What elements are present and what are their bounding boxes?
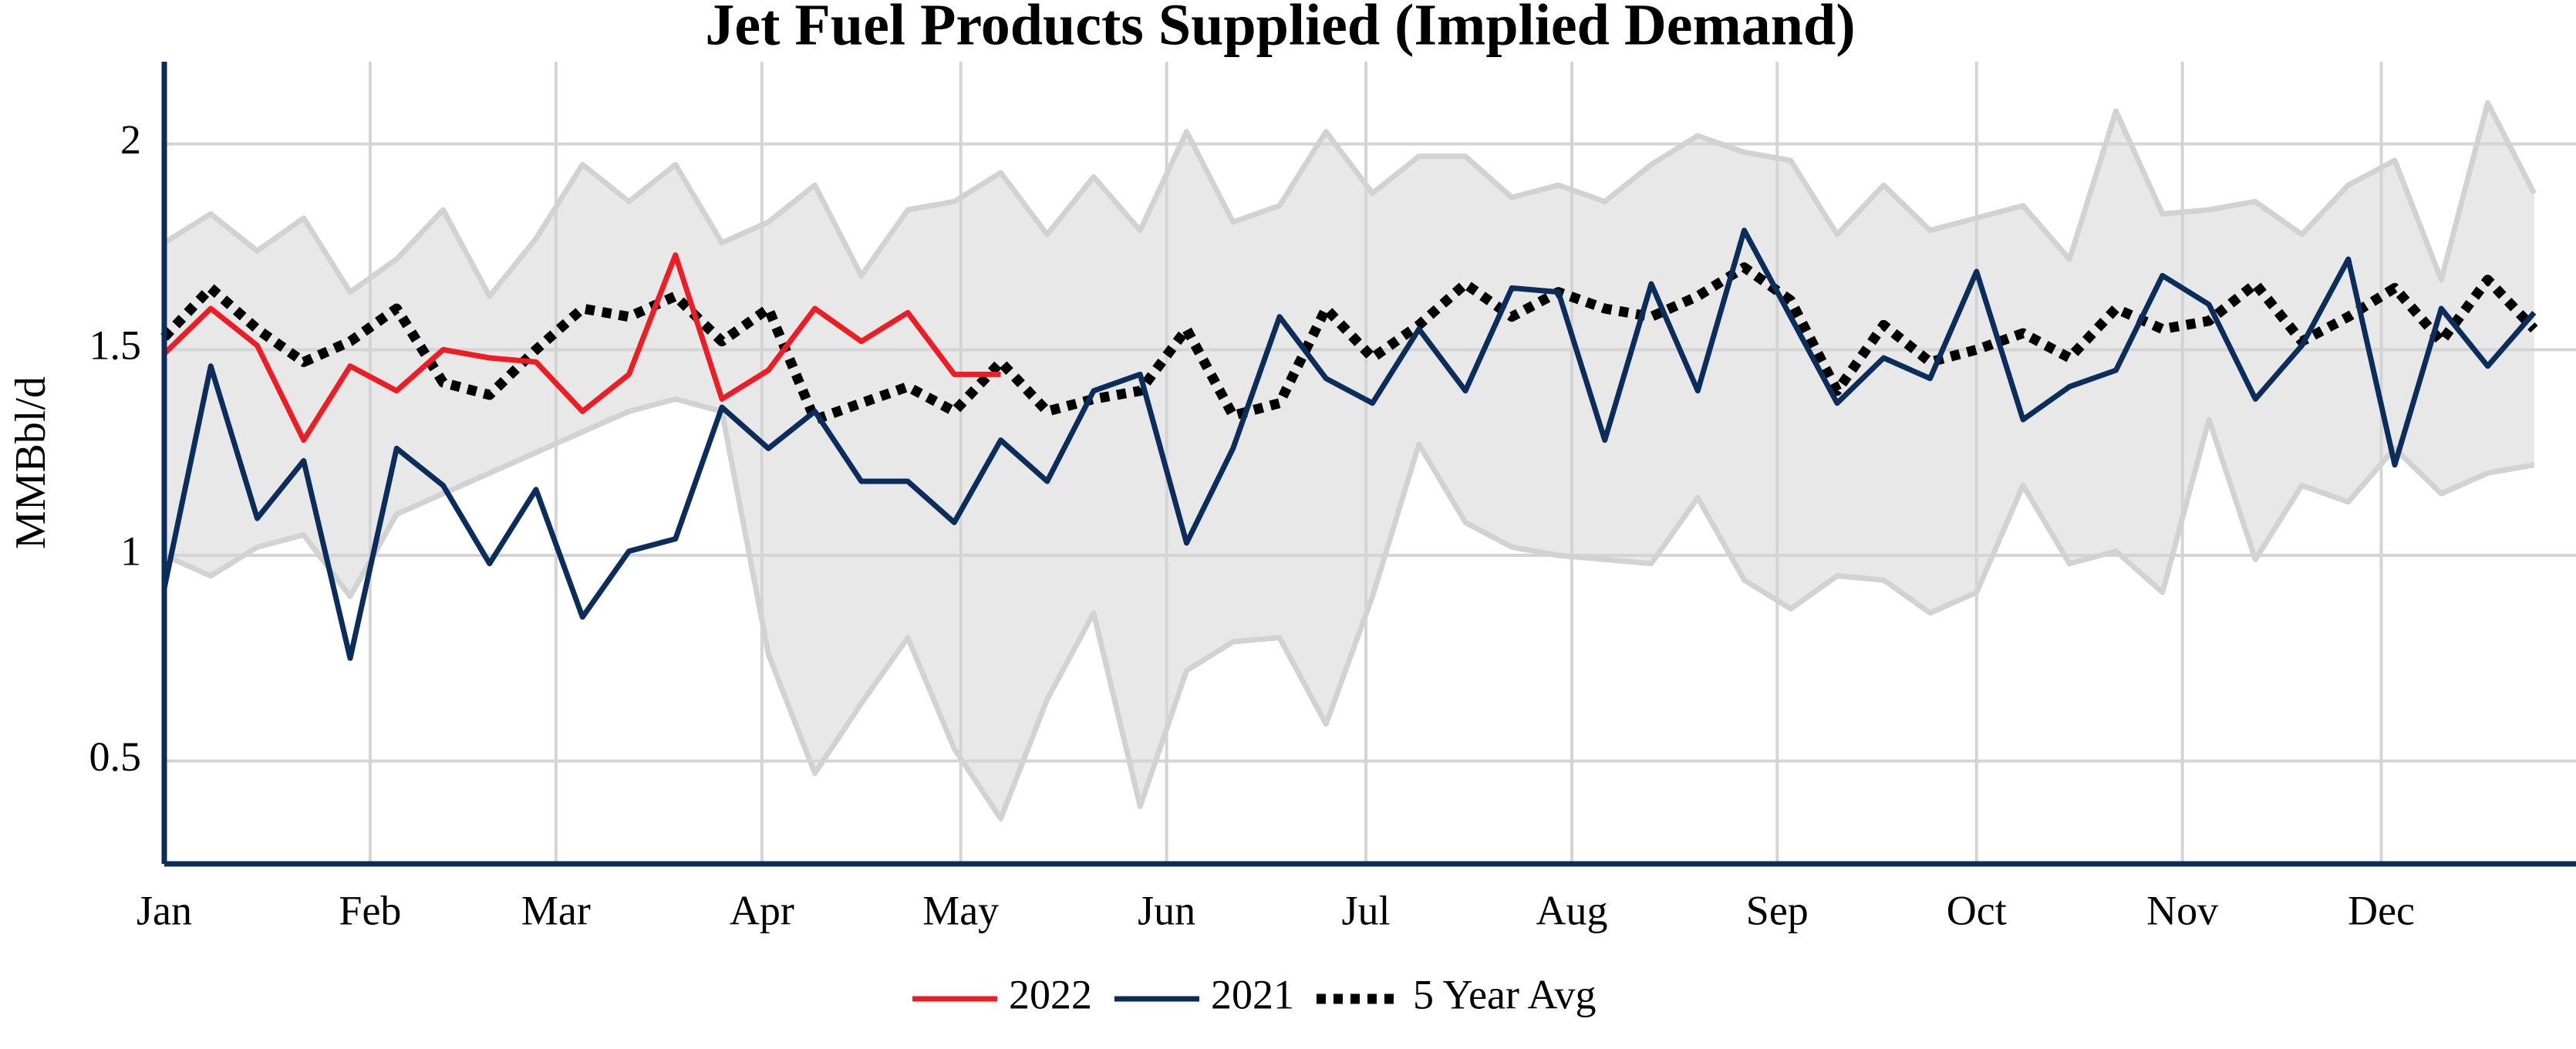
series-line bbox=[161, 228, 2537, 661]
x-tick-label: Jun bbox=[1138, 887, 1195, 933]
legend-label: 2022 bbox=[1009, 971, 1092, 1017]
y-tick-label: 2 bbox=[120, 116, 141, 163]
x-tick-label: Apr bbox=[730, 887, 794, 933]
y-tick-label: 1 bbox=[120, 528, 141, 574]
x-tick-label: Feb bbox=[339, 887, 401, 933]
y-axis-label: MMBbl/d bbox=[7, 376, 55, 549]
range-band bbox=[164, 103, 2534, 819]
series-line bbox=[162, 252, 1001, 444]
chart-title: Jet Fuel Products Supplied (Implied Dema… bbox=[705, 0, 1855, 57]
y-tick-label: 1.5 bbox=[89, 322, 142, 369]
x-tick-label: Dec bbox=[2348, 887, 2415, 933]
range-edge bbox=[163, 396, 2535, 821]
x-tick-label: Nov bbox=[2146, 887, 2218, 933]
legend-label: 5 Year Avg bbox=[1413, 971, 1597, 1017]
x-tick-label: Oct bbox=[1947, 887, 2007, 933]
x-tick-label: Jul bbox=[1342, 887, 1391, 933]
y-tick-label: 0.5 bbox=[89, 734, 142, 780]
range-edge bbox=[163, 100, 2537, 299]
x-tick-label: Mar bbox=[521, 887, 591, 933]
x-tick-label: Aug bbox=[1536, 887, 1607, 933]
x-tick-label: Jan bbox=[137, 887, 192, 933]
x-tick-label: Sep bbox=[1746, 887, 1809, 933]
x-tick-label: May bbox=[922, 887, 999, 933]
legend-label: 2021 bbox=[1211, 971, 1294, 1017]
